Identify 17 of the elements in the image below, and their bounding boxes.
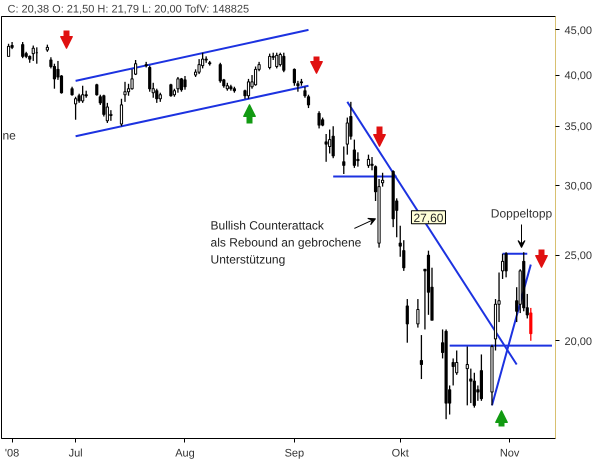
y-tick-label: 25,00 — [564, 250, 592, 262]
annotation: 27,60 — [413, 210, 444, 225]
x-tick-label: Nov — [500, 448, 520, 460]
y-tick-label: 40,00 — [564, 70, 592, 82]
annotation: Doppeltopp — [490, 206, 553, 220]
x-tick-label: '08 — [4, 448, 20, 460]
y-tick-label: 20,00 — [564, 336, 592, 348]
annotation: Bullish Counterattack als Rebound an gebrochene Unterstützung — [210, 218, 362, 266]
x-tick-label: Aug — [175, 448, 195, 460]
y-tick-label: 45,00 — [564, 24, 592, 37]
y-tick-label: 35,00 — [564, 121, 592, 134]
x-tick-label: Okt — [392, 448, 409, 460]
y-tick-label: 30,00 — [564, 180, 592, 192]
chart-title: C: 20,38 O: 21,50 H: 21,79 L: 20,00 TofV: 148825 — [8, 4, 250, 16]
x-tick-label: Sep — [284, 448, 304, 460]
annotation: ne — [2, 128, 16, 142]
x-tick-label: Jul — [68, 448, 83, 460]
